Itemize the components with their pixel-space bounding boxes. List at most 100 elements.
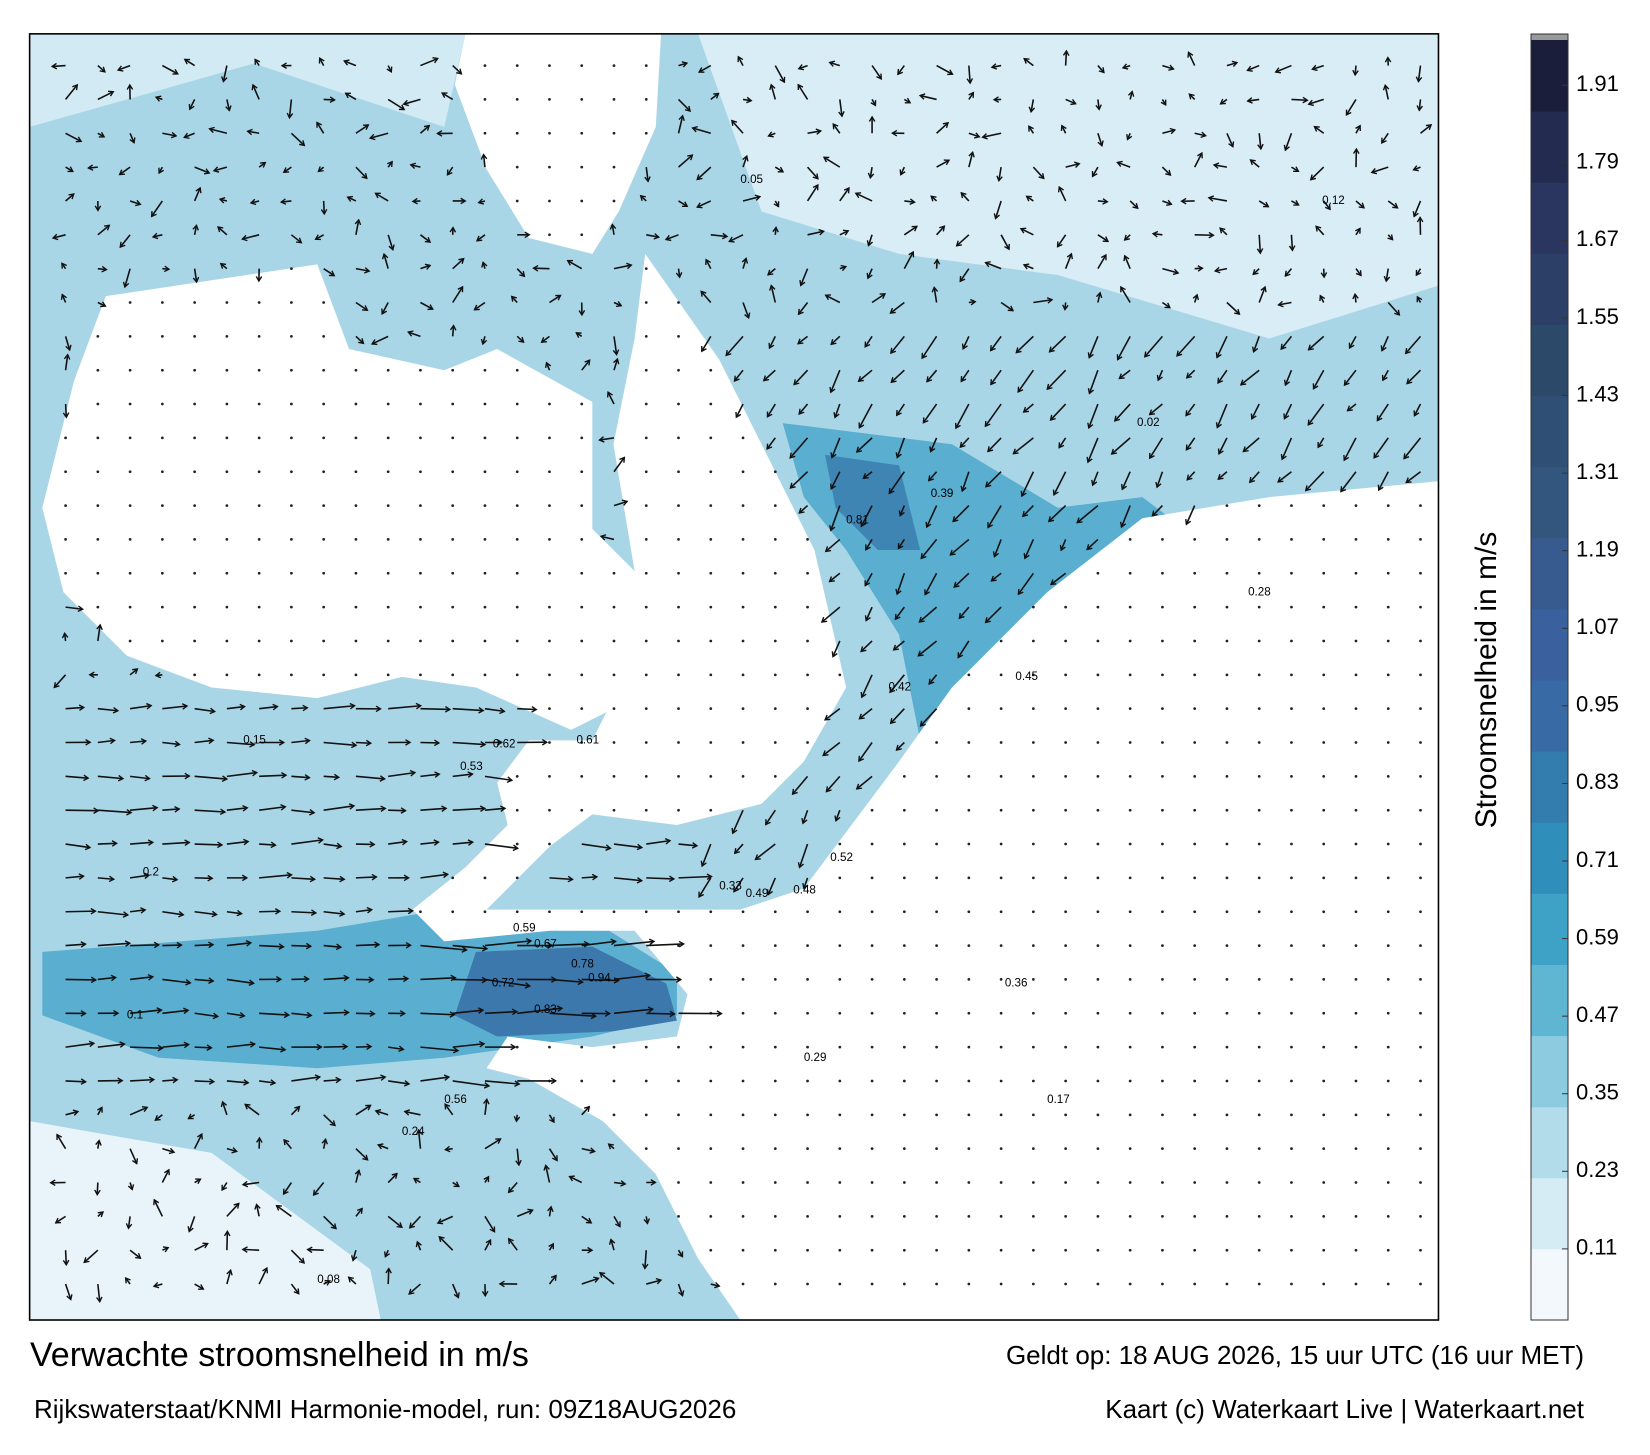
grid-dot [1097,944,1100,947]
grid-dot [1000,1046,1003,1049]
grid-dot [1193,775,1196,778]
grid-dot [645,1080,648,1083]
grid-dot [742,1249,745,1252]
grid-dot [548,132,551,135]
grid-dot [484,98,487,101]
grid-dot [1032,741,1035,744]
grid-dot [709,978,712,981]
grid-dot [1322,944,1325,947]
grid-dot [1355,673,1358,676]
grid-dot [548,775,551,778]
grid-dot [1129,1283,1132,1286]
current-arrow [195,1047,212,1048]
grid-dot [1064,1181,1067,1184]
grid-dot [1258,1283,1261,1286]
grid-dot [1161,572,1164,575]
grid-dot [1387,1249,1390,1252]
grid-dot [1419,1080,1422,1083]
colorbar-band [1531,1036,1568,1108]
colorbar-tick-label: 0.71 [1576,847,1619,872]
grid-dot [1097,640,1100,643]
grid-dot [1419,843,1422,846]
grid-dot [451,470,454,473]
grid-dot [709,538,712,541]
colorbar-band [1531,1107,1568,1179]
grid-dot [96,470,99,473]
grid-dot [1064,978,1067,981]
grid-dot [129,301,132,304]
grid-dot [322,403,325,406]
grid-dot [193,470,196,473]
grid-dot [967,944,970,947]
grid-dot [355,538,358,541]
grid-dot [484,572,487,575]
grid-dot [1258,640,1261,643]
colorbar-band [1531,751,1568,823]
grid-dot [580,166,583,169]
grid-dot [1193,1249,1196,1252]
grid-dot [355,673,358,676]
colorbar-band [1531,467,1568,539]
grid-dot [1193,978,1196,981]
grid-dot [387,538,390,541]
grid-dot [419,572,422,575]
grid-dot [548,707,551,710]
grid-dot [1064,1283,1067,1286]
grid-dot [226,572,229,575]
grid-dot [1193,707,1196,710]
grid-dot [1032,775,1035,778]
grid-dot [1064,1080,1067,1083]
grid-dot [903,775,906,778]
grid-dot [1322,978,1325,981]
grid-dot [1193,673,1196,676]
grid-dot [1419,572,1422,575]
current-arrow [66,979,96,980]
grid-dot [935,944,938,947]
colorbar-band [1531,182,1568,254]
grid-dot [258,403,261,406]
grid-dot [484,132,487,135]
grid-dot [677,1080,680,1083]
grid-dot [1032,1147,1035,1150]
grid-dot [774,538,777,541]
grid-dot [1193,910,1196,913]
grid-dot [742,504,745,507]
grid-dot [1193,1080,1196,1083]
grid-dot [1097,1080,1100,1083]
grid-dot [1322,572,1325,575]
grid-dot [258,572,261,575]
current-arrow [324,1012,349,1013]
grid-dot [1290,1012,1293,1015]
grid-dot [838,1249,841,1252]
grid-dot [1064,877,1067,880]
grid-dot [516,606,519,609]
speed-label: 0.08 [317,1273,340,1286]
current-arrow [195,1081,214,1082]
grid-dot [1226,910,1229,913]
grid-dot [1355,538,1358,541]
current-arrow [324,1047,347,1048]
grid-dot [1355,910,1358,913]
grid-dot [1258,741,1261,744]
speed-label: 0.42 [888,681,911,694]
grid-dot [903,877,906,880]
grid-dot [516,504,519,507]
grid-dot [1064,673,1067,676]
current-arrow [195,945,213,946]
grid-dot [290,640,293,643]
grid-dot [871,1080,874,1083]
grid-dot [677,640,680,643]
grid-dot [903,1147,906,1150]
grid-dot [742,572,745,575]
grid-dot [516,470,519,473]
grid-dot [774,741,777,744]
grid-dot [290,369,293,372]
grid-dot [1161,978,1164,981]
grid-dot [645,335,648,338]
grid-dot [516,572,519,575]
grid-dot [806,741,809,744]
grid-dot [1097,1046,1100,1049]
grid-dot [1419,775,1422,778]
grid-dot [580,403,583,406]
grid-dot [1290,707,1293,710]
